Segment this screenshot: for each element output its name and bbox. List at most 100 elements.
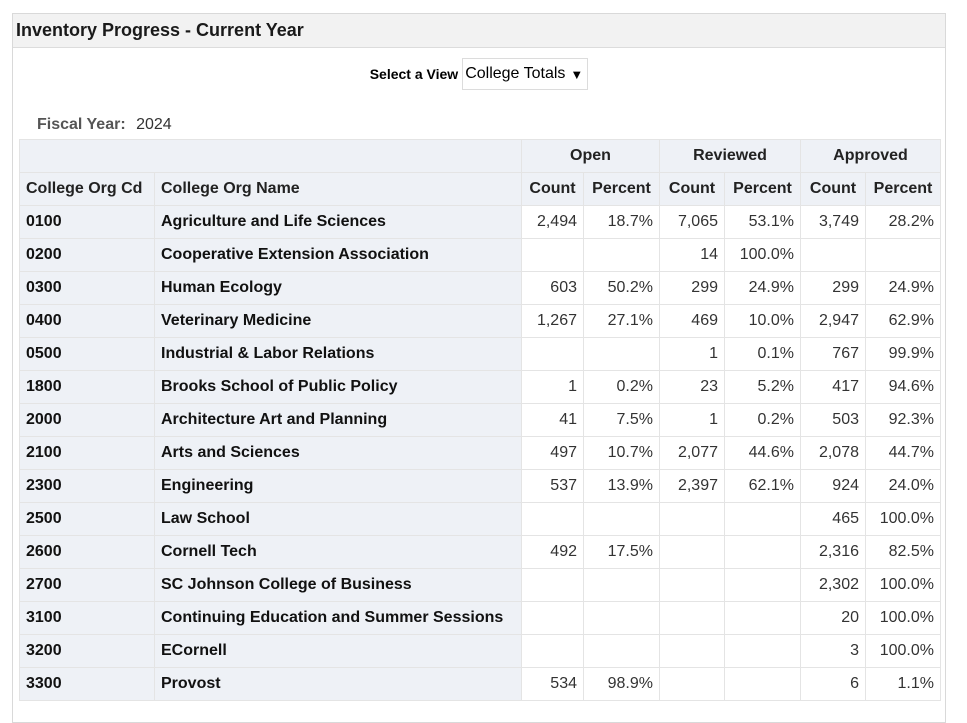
col-reviewed-count: Count [659, 172, 725, 206]
table-row: 2700 SC Johnson College of Business 2,302 1… [19, 568, 941, 602]
reviewed-percent-cell: 24.9% [724, 271, 801, 305]
college-org-name-cell: Architecture Art and Planning [154, 403, 522, 437]
open-percent-cell [583, 568, 660, 602]
open-count-cell [521, 634, 584, 668]
reviewed-count-cell: 469 [659, 304, 725, 338]
open-count-cell [521, 337, 584, 371]
college-org-name-cell: Law School [154, 502, 522, 536]
reviewed-count-cell: 23 [659, 370, 725, 404]
group-header-row: Open Reviewed Approved [19, 139, 941, 173]
college-org-cd-cell: 3100 [19, 601, 155, 635]
reviewed-percent-cell: 5.2% [724, 370, 801, 404]
table-row: 1800 Brooks School of Public Policy 1 0.2% 2… [19, 370, 941, 404]
caret-down-icon: ▼ [570, 66, 584, 82]
group-approved-header: Approved [800, 139, 941, 173]
college-org-name-cell: Engineering [154, 469, 522, 503]
open-percent-cell [583, 502, 660, 536]
college-org-name-cell: SC Johnson College of Business [154, 568, 522, 602]
open-count-cell: 492 [521, 535, 584, 569]
reviewed-count-cell [659, 634, 725, 668]
open-count-cell: 41 [521, 403, 584, 437]
college-org-cd-cell: 2000 [19, 403, 155, 437]
reviewed-count-cell [659, 568, 725, 602]
approved-percent-cell: 62.9% [865, 304, 941, 338]
approved-count-cell: 2,302 [800, 568, 866, 602]
approved-count-cell: 503 [800, 403, 866, 437]
reviewed-percent-cell: 100.0% [724, 238, 801, 272]
open-percent-cell [583, 238, 660, 272]
open-count-cell: 534 [521, 667, 584, 701]
table-row: 3200 ECornell 3 100.0% [19, 634, 941, 668]
fiscal-year-value: 2024 [136, 116, 172, 133]
approved-count-cell: 20 [800, 601, 866, 635]
table-row: 0400 Veterinary Medicine 1,267 27.1% 469 10.0… [19, 304, 941, 338]
open-percent-cell: 0.2% [583, 370, 660, 404]
college-org-name-cell: Human Ecology [154, 271, 522, 305]
college-org-cd-cell: 1800 [19, 370, 155, 404]
open-percent-cell: 98.9% [583, 667, 660, 701]
approved-count-cell: 3,749 [800, 205, 866, 239]
approved-percent-cell: 28.2% [865, 205, 941, 239]
college-org-cd-cell: 2300 [19, 469, 155, 503]
table-row: 3300 Provost 534 98.9% 6 1.1% [19, 667, 941, 701]
approved-count-cell: 417 [800, 370, 866, 404]
open-percent-cell [583, 337, 660, 371]
college-org-name-cell: ECornell [154, 634, 522, 668]
view-selector-row: Select a View College Totals ▼ [13, 57, 945, 91]
table-row: 0300 Human Ecology 603 50.2% 299 24.9% 299 24.9… [19, 271, 941, 305]
college-org-name-cell: Provost [154, 667, 522, 701]
header-corner [19, 139, 522, 173]
view-label: Select a View [369, 66, 459, 82]
reviewed-count-cell: 2,077 [659, 436, 725, 470]
col-college-org-name: College Org Name [154, 172, 522, 206]
open-count-cell [521, 502, 584, 536]
open-percent-cell: 18.7% [583, 205, 660, 239]
reviewed-count-cell [659, 502, 725, 536]
table-row: 2000 Architecture Art and Planning 41 7.5% 1… [19, 403, 941, 437]
college-org-cd-cell: 3200 [19, 634, 155, 668]
approved-percent-cell: 92.3% [865, 403, 941, 437]
college-org-name-cell: Agriculture and Life Sciences [154, 205, 522, 239]
reviewed-count-cell [659, 601, 725, 635]
college-org-cd-cell: 2100 [19, 436, 155, 470]
approved-percent-cell: 99.9% [865, 337, 941, 371]
college-org-cd-cell: 2700 [19, 568, 155, 602]
open-count-cell: 603 [521, 271, 584, 305]
college-totals-table: Open Reviewed Approved College Org Cd Co… [19, 139, 941, 701]
approved-percent-cell: 82.5% [865, 535, 941, 569]
approved-percent-cell: 24.0% [865, 469, 941, 503]
view-dropdown-value: College Totals [465, 65, 566, 82]
table-row: 3100 Continuing Education and Summer Sess… [19, 601, 941, 635]
approved-count-cell [800, 238, 866, 272]
reviewed-percent-cell [724, 502, 801, 536]
open-percent-cell: 27.1% [583, 304, 660, 338]
inventory-progress-panel: Inventory Progress - Current Year Select… [12, 13, 946, 723]
open-count-cell: 1 [521, 370, 584, 404]
approved-percent-cell [865, 238, 941, 272]
col-college-org-cd: College Org Cd [19, 172, 155, 206]
college-org-name-cell: Arts and Sciences [154, 436, 522, 470]
approved-count-cell: 3 [800, 634, 866, 668]
approved-count-cell: 2,947 [800, 304, 866, 338]
college-org-name-cell: Brooks School of Public Policy [154, 370, 522, 404]
reviewed-count-cell [659, 535, 725, 569]
college-org-cd-cell: 0200 [19, 238, 155, 272]
reviewed-count-cell [659, 667, 725, 701]
reviewed-count-cell: 1 [659, 337, 725, 371]
reviewed-count-cell: 299 [659, 271, 725, 305]
reviewed-percent-cell: 44.6% [724, 436, 801, 470]
college-org-cd-cell: 2600 [19, 535, 155, 569]
col-reviewed-percent: Percent [724, 172, 801, 206]
approved-count-cell: 767 [800, 337, 866, 371]
college-org-cd-cell: 0500 [19, 337, 155, 371]
approved-count-cell: 924 [800, 469, 866, 503]
approved-count-cell: 465 [800, 502, 866, 536]
col-approved-count: Count [800, 172, 866, 206]
group-reviewed-header: Reviewed [659, 139, 801, 173]
view-dropdown[interactable]: College Totals ▼ [462, 58, 589, 90]
reviewed-count-cell: 1 [659, 403, 725, 437]
reviewed-count-cell: 7,065 [659, 205, 725, 239]
column-header-row: College Org Cd College Org Name Count Pe… [19, 172, 941, 206]
reviewed-percent-cell [724, 568, 801, 602]
reviewed-percent-cell: 0.2% [724, 403, 801, 437]
